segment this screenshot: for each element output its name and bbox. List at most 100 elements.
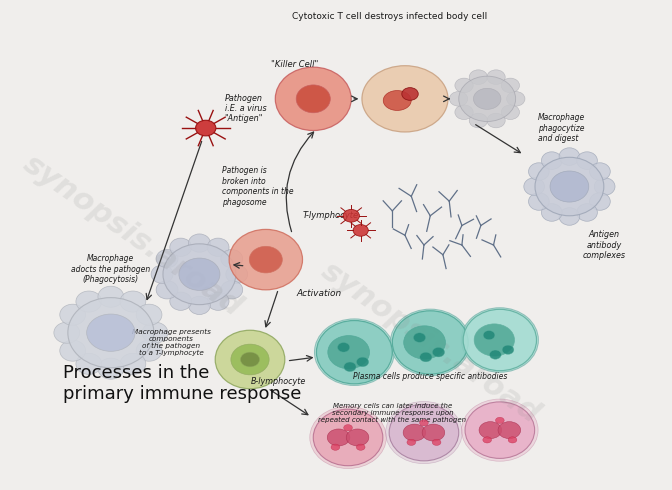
Text: synopsis.aroad: synopsis.aroad	[18, 149, 248, 322]
Ellipse shape	[489, 350, 501, 359]
Ellipse shape	[328, 336, 370, 369]
Ellipse shape	[87, 314, 135, 351]
Ellipse shape	[455, 105, 473, 120]
Text: Plasma cells produce specific antibodies: Plasma cells produce specific antibodies	[353, 372, 507, 381]
Ellipse shape	[420, 352, 432, 362]
Ellipse shape	[507, 92, 525, 106]
Ellipse shape	[296, 85, 331, 113]
Ellipse shape	[483, 331, 495, 340]
Ellipse shape	[487, 113, 505, 128]
Ellipse shape	[459, 76, 515, 122]
Ellipse shape	[404, 326, 446, 359]
Ellipse shape	[196, 120, 216, 136]
Text: Pathogen
i.E. a virus
"Antigen": Pathogen i.E. a virus "Antigen"	[224, 94, 266, 123]
Ellipse shape	[136, 340, 162, 361]
Ellipse shape	[529, 193, 549, 210]
Ellipse shape	[529, 163, 549, 180]
Ellipse shape	[226, 265, 248, 283]
Text: Macrophage presents
components
of the pathogen
to a T-lymphocyte: Macrophage presents components of the pa…	[132, 329, 210, 356]
Ellipse shape	[313, 409, 383, 466]
Ellipse shape	[455, 78, 473, 93]
Ellipse shape	[327, 429, 350, 446]
Ellipse shape	[207, 238, 229, 256]
Ellipse shape	[343, 209, 360, 222]
Text: T-lymphocyte: T-lymphocyte	[302, 211, 359, 220]
Ellipse shape	[229, 229, 302, 290]
Ellipse shape	[589, 163, 610, 180]
Ellipse shape	[542, 204, 562, 221]
Ellipse shape	[170, 238, 192, 256]
Ellipse shape	[163, 244, 236, 305]
Ellipse shape	[356, 444, 365, 450]
Ellipse shape	[120, 291, 146, 312]
Ellipse shape	[392, 311, 468, 374]
Ellipse shape	[502, 345, 514, 354]
Ellipse shape	[142, 322, 168, 343]
Ellipse shape	[432, 439, 441, 445]
Ellipse shape	[465, 402, 535, 459]
Ellipse shape	[362, 66, 448, 132]
Ellipse shape	[559, 208, 580, 225]
Ellipse shape	[156, 249, 178, 268]
Ellipse shape	[577, 204, 597, 221]
Ellipse shape	[310, 406, 386, 468]
Text: Macrophage
adocts the pathogen
(Phagocytosis): Macrophage adocts the pathogen (Phagocyt…	[71, 254, 151, 284]
Ellipse shape	[276, 67, 351, 130]
Text: Processes in the
primary immune response: Processes in the primary immune response	[63, 365, 302, 403]
Ellipse shape	[221, 249, 243, 268]
Ellipse shape	[403, 424, 426, 441]
Ellipse shape	[461, 308, 538, 372]
Ellipse shape	[419, 420, 428, 426]
Ellipse shape	[249, 246, 282, 273]
Ellipse shape	[68, 297, 154, 368]
Ellipse shape	[346, 429, 369, 446]
Ellipse shape	[60, 340, 85, 361]
Ellipse shape	[221, 281, 243, 299]
Ellipse shape	[357, 357, 369, 367]
Ellipse shape	[463, 309, 536, 371]
Ellipse shape	[60, 304, 85, 325]
Ellipse shape	[151, 265, 173, 283]
Ellipse shape	[594, 178, 615, 196]
Ellipse shape	[156, 281, 178, 299]
Text: Pathogen is
broken into
components in the
phagosome: Pathogen is broken into components in th…	[222, 167, 293, 207]
Ellipse shape	[474, 88, 501, 109]
Ellipse shape	[469, 113, 487, 128]
Text: B-lymphocyte: B-lymphocyte	[251, 377, 306, 386]
Ellipse shape	[179, 258, 220, 291]
Ellipse shape	[188, 234, 210, 252]
Ellipse shape	[383, 91, 411, 110]
Ellipse shape	[344, 362, 356, 371]
Ellipse shape	[501, 78, 519, 93]
Ellipse shape	[469, 70, 487, 84]
Ellipse shape	[402, 88, 418, 100]
Ellipse shape	[207, 292, 229, 310]
Ellipse shape	[390, 309, 470, 376]
Text: Macrophage
phagocytize
and digest: Macrophage phagocytize and digest	[538, 113, 585, 143]
Ellipse shape	[450, 92, 468, 106]
Ellipse shape	[542, 152, 562, 170]
Ellipse shape	[577, 152, 597, 170]
Ellipse shape	[98, 286, 124, 307]
Ellipse shape	[120, 353, 146, 374]
Ellipse shape	[389, 404, 459, 461]
Text: Activation: Activation	[296, 289, 341, 298]
Ellipse shape	[241, 352, 259, 367]
Ellipse shape	[136, 304, 162, 325]
Ellipse shape	[501, 105, 519, 120]
Ellipse shape	[215, 330, 285, 389]
Ellipse shape	[76, 353, 101, 374]
Ellipse shape	[422, 424, 445, 441]
Ellipse shape	[413, 333, 425, 343]
Text: Memory cells can later induce the
secondary immune response upon
repeated contac: Memory cells can later induce the second…	[319, 403, 466, 423]
Ellipse shape	[508, 437, 517, 443]
Ellipse shape	[559, 148, 580, 165]
Text: synopsis.aroad: synopsis.aroad	[315, 256, 545, 429]
Ellipse shape	[343, 425, 352, 431]
Ellipse shape	[589, 193, 610, 210]
Ellipse shape	[495, 417, 504, 423]
Ellipse shape	[535, 157, 604, 216]
Ellipse shape	[483, 437, 491, 443]
Ellipse shape	[407, 439, 416, 445]
Ellipse shape	[487, 70, 505, 84]
